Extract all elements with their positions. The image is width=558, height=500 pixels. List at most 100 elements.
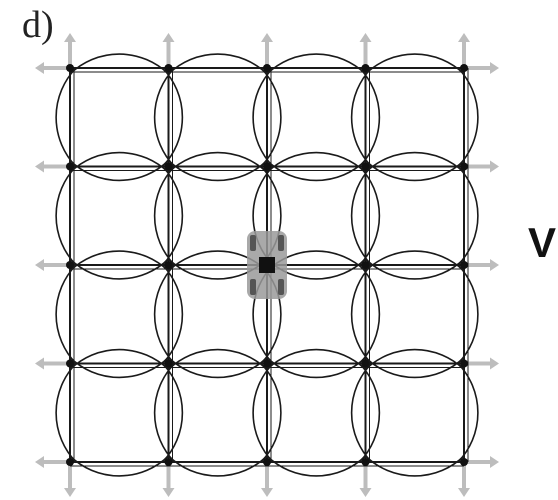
lattice-node [263,359,271,368]
lattice-node [66,261,74,269]
cell-arc [69,348,170,371]
cell-arc [167,356,268,379]
cell-arc [69,159,170,182]
lattice-node [164,359,173,368]
boundary-arrow [359,462,372,497]
cell-arc [167,53,268,75]
lattice-node [66,458,74,466]
arrow-head [490,259,499,271]
lattice-node [460,458,468,466]
cell-arc [161,165,184,266]
cell-arc [358,67,381,168]
arrow-head [261,488,273,497]
boundary-arrow [162,33,175,68]
panel-label: d) [22,4,54,46]
boundary-arrow [458,33,470,68]
cell-arc [364,455,465,477]
cell-arc [350,67,373,168]
cell-arc [55,362,77,463]
cell-arc [266,455,367,477]
lattice-node [66,359,74,368]
cell-arc [161,67,184,168]
boundary-arrow [261,33,273,68]
lattice-node [66,64,74,72]
cell-arc [153,165,176,266]
boundary-arrow [35,357,70,370]
cell-arc [153,264,176,365]
boundary-arrow [64,462,76,497]
cell-arc [69,250,170,272]
arrow-head [490,357,499,370]
arrow-head [64,488,76,497]
cell-arc [364,258,465,280]
arrow-head [35,62,44,74]
arrow-head [35,357,44,370]
lattice-node [460,64,468,72]
lattice-node [460,261,468,269]
cell-arc [260,362,282,463]
boundary-arrow [464,160,499,173]
boundary-arrow [458,462,470,497]
cell-arc [55,67,77,168]
cell-arc [167,348,268,371]
cell-arc [364,151,465,174]
lattice-node [361,359,370,368]
arrow-head [35,456,44,468]
highlight-tick [278,279,284,295]
cell-arc [266,356,367,379]
boundary-arrow [464,357,499,370]
lattice-node [361,261,370,269]
arrow-head [490,62,499,74]
cell-arc [69,455,170,477]
cell-arc [69,258,170,280]
cell-arc [266,151,367,174]
cell-arc [55,165,77,266]
cell-arc [260,67,282,168]
lattice-node [164,458,173,466]
arrow-head [359,488,372,497]
cropped-edge-text: V [528,219,557,266]
cell-arc [266,53,367,75]
lattice-node [263,64,271,72]
cell-arc [266,348,367,371]
arrow-head [261,33,273,42]
cell-arc [161,264,184,365]
boundary-arrow [464,259,499,271]
cell-arc [358,362,381,463]
cell-arc [350,165,373,266]
cell-arc [358,165,381,266]
lattice-node [460,359,468,368]
arrow-head [359,33,372,42]
lattice-node [460,162,468,171]
arrow-head [35,160,44,173]
lattice-node [361,162,370,171]
lattice-node [164,261,173,269]
arrow-head [490,456,499,468]
cell-arc [364,250,465,272]
lattice-node [164,64,173,72]
arrow-head [458,488,470,497]
highlight-tick [278,235,284,251]
cell-arc [167,159,268,182]
cell-arc [55,264,77,365]
cell-arc [364,356,465,379]
lattice-node [263,162,271,171]
cell-arc [69,151,170,174]
cell-arc [364,348,465,371]
highlighted-node [259,257,275,273]
boundary-arrows [35,33,499,497]
cell-arc [457,362,479,463]
cell-arc [266,159,367,182]
cell-arc [153,67,176,168]
cell-arc [252,67,274,168]
boundary-arrow [464,62,499,74]
boundary-arrow [464,456,499,468]
highlight-tick [250,235,256,251]
arrow-head [162,488,175,497]
boundary-arrow [35,456,70,468]
cell-arc [350,362,373,463]
cell-arc [252,362,274,463]
boundary-arrow [35,62,70,74]
cell-arc [364,53,465,75]
